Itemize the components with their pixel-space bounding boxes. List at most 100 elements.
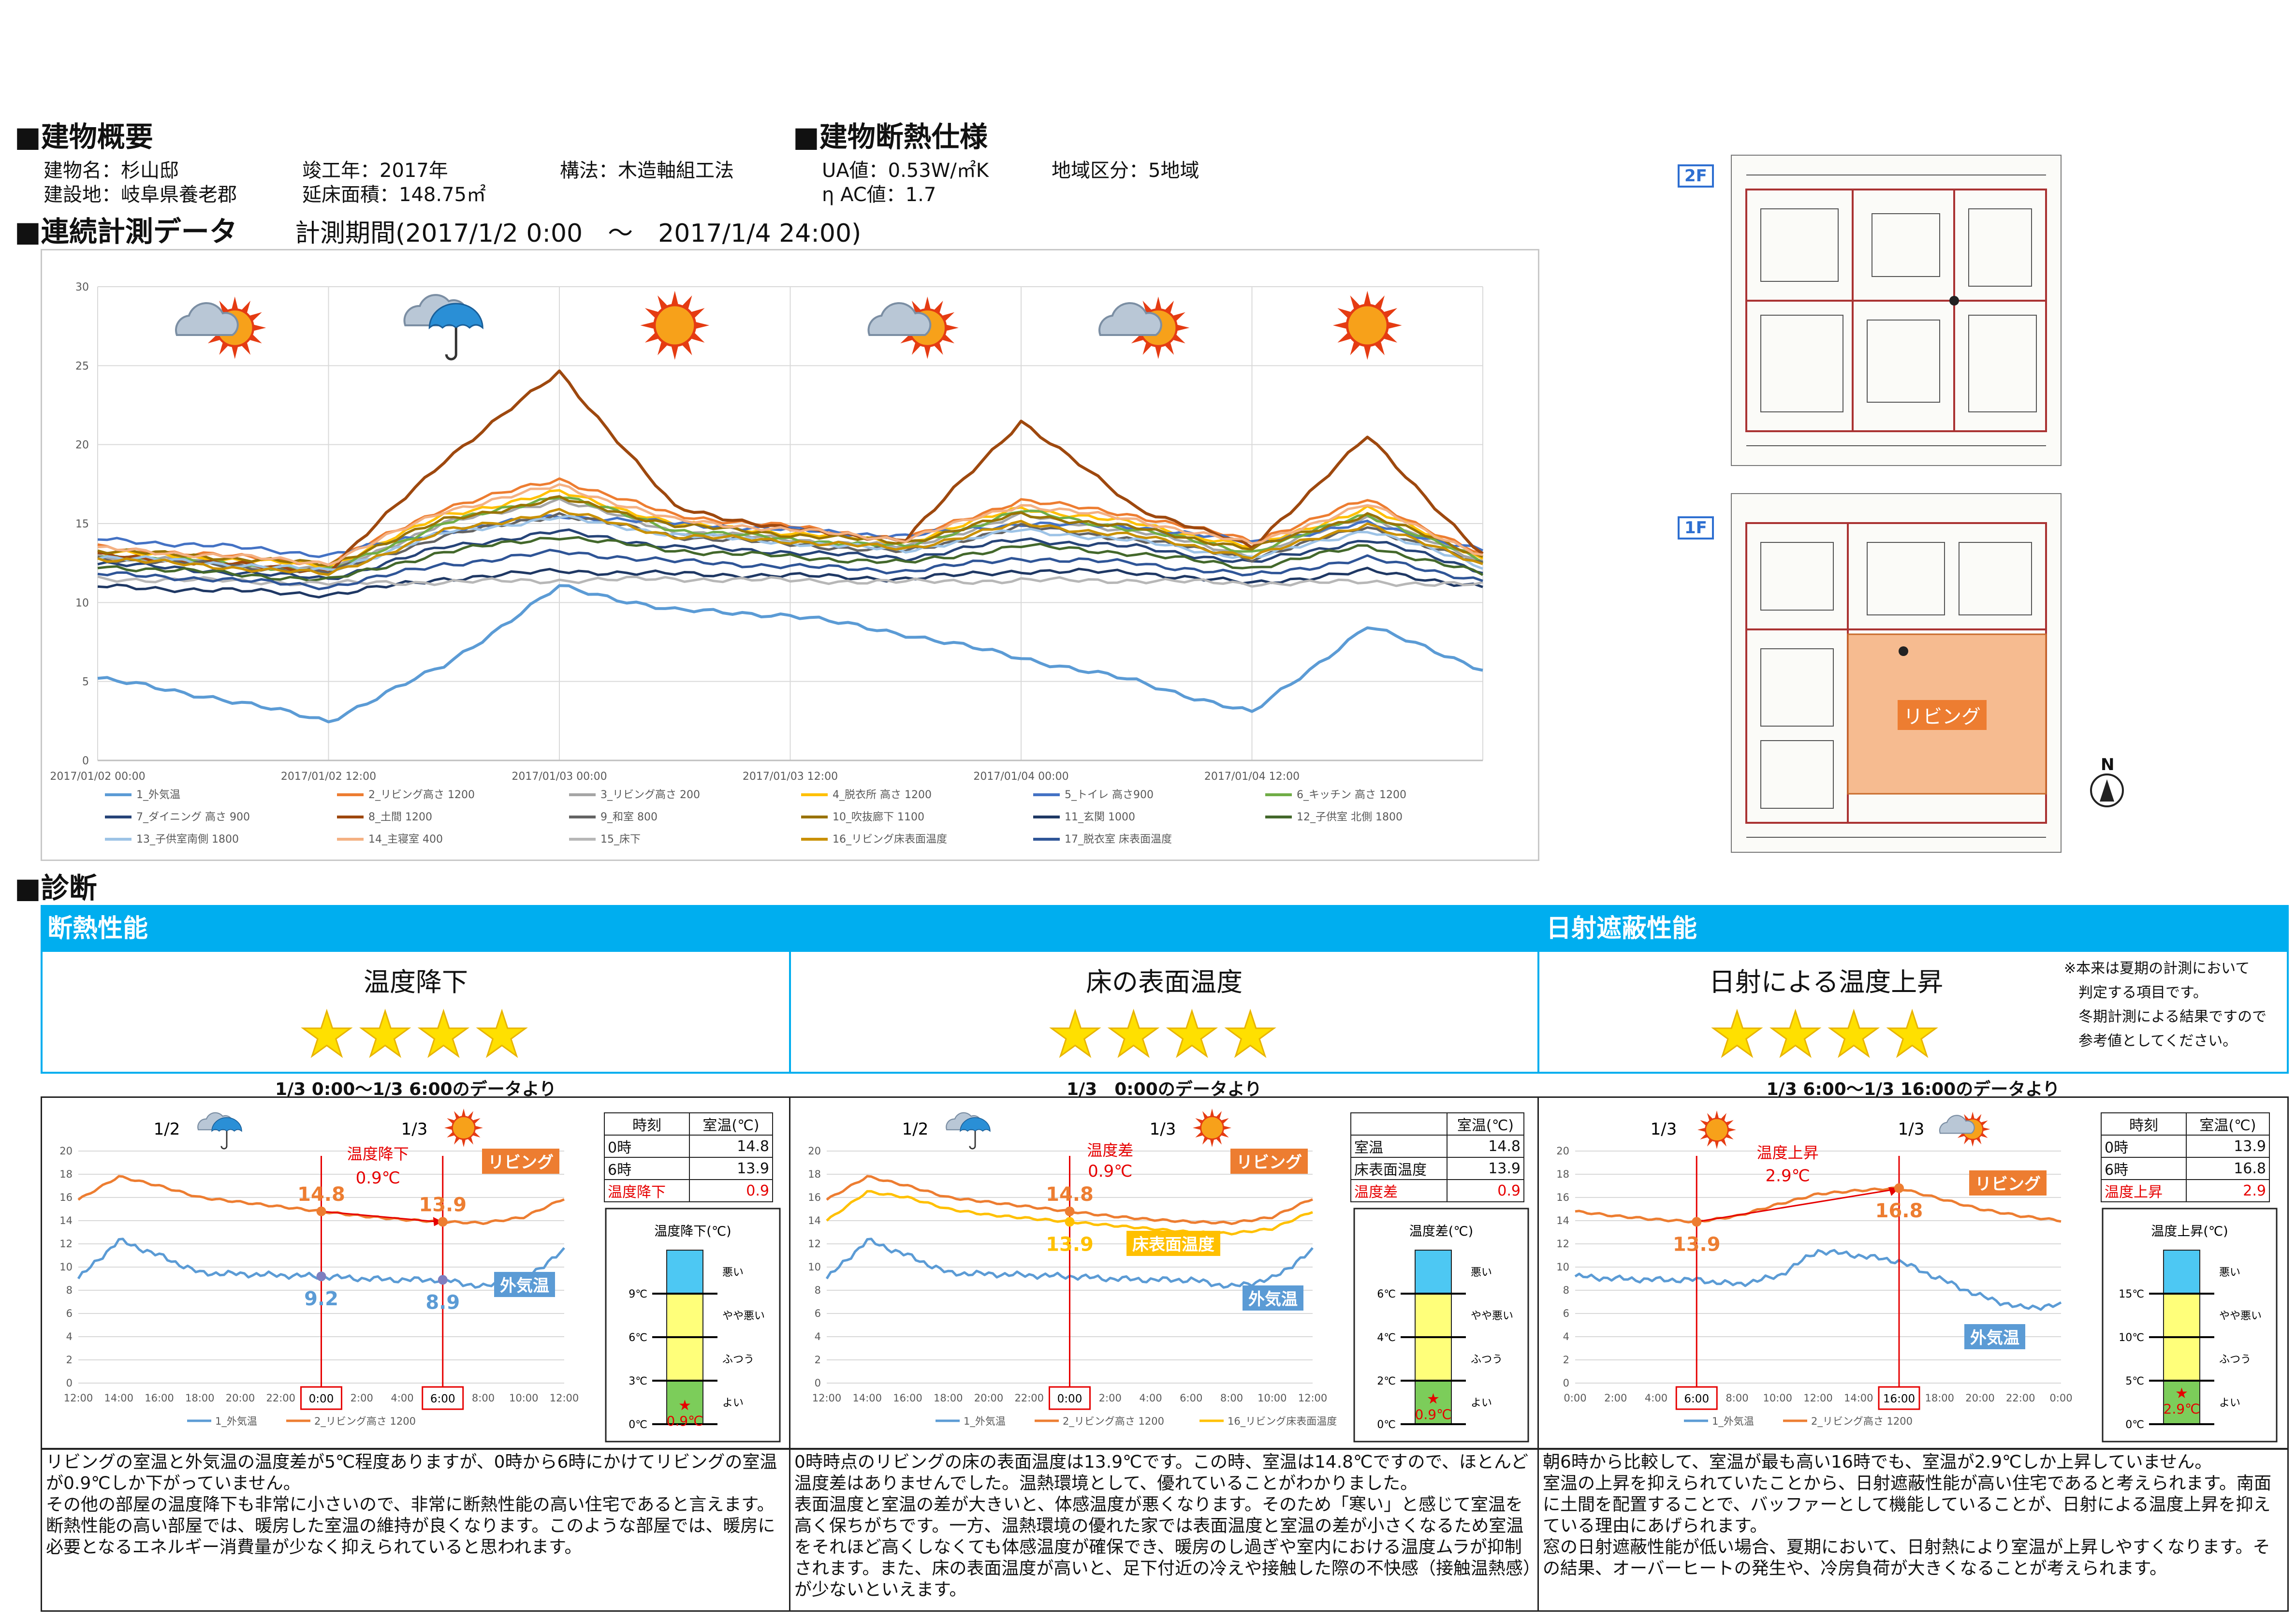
solar-rise-table: 時刻 室温(℃) 0時 13.9 6時 16.8 温度上昇 2.9 — [2101, 1112, 2270, 1202]
gauge-zone-label: やや悪い — [1471, 1310, 1513, 1322]
y-tick-label: 12 — [808, 1238, 821, 1250]
completion-year: 竣工年：2017年 — [302, 160, 448, 182]
y-tick-label: 16 — [808, 1192, 821, 1203]
ua-value: UA値：0.53W/㎡K — [822, 160, 989, 182]
x-tick-label: 2:00 — [1099, 1392, 1122, 1404]
x-tick-label: 6:00 — [1180, 1392, 1202, 1404]
comment-temperature-drop: リビングの室温と外気温の温度差が5℃程度ありますが、0時から6時にかけてリビング… — [41, 1448, 791, 1612]
measurement-period: 計測期間(2017/1/2 0:00 ～ 2017/1/4 24:00) — [295, 219, 862, 248]
legend-label: 5_トイレ 高さ900 — [1065, 789, 1154, 801]
x-tick-label: 2017/01/02 12:00 — [281, 771, 376, 783]
y-tick-label: 14 — [808, 1215, 821, 1226]
y-tick-label: 8 — [1563, 1284, 1569, 1296]
gauge-value-star: ★ — [2175, 1385, 2188, 1402]
x-tick-label: 18:00 — [1925, 1392, 1954, 1404]
x-tick-label: 20:00 — [1965, 1392, 1995, 1404]
y-tick-label: 2 — [815, 1354, 821, 1366]
legend-label: 7_ダイニング 高さ 900 — [136, 811, 250, 823]
x-tick-label: 4:00 — [391, 1392, 413, 1404]
y-tick-label: 20 — [808, 1145, 821, 1157]
legend-label: 16_リビング床表面温度 — [1228, 1415, 1337, 1428]
gauge-tick-label: 2℃ — [1377, 1375, 1396, 1387]
legend-label: 13_子供室南側 1800 — [136, 833, 239, 846]
gauge-zone — [667, 1294, 703, 1337]
x-tick-label: 14:00 — [852, 1392, 882, 1404]
y-tick-label: 0 — [82, 755, 89, 767]
umbrella-icon — [946, 1112, 991, 1150]
gauge-zone-label: ふつう — [2219, 1354, 2251, 1366]
drop-arrowhead — [433, 1217, 443, 1226]
region-class: 地域区分：5地域 — [1052, 160, 1199, 182]
legend-label: 14_主寝室 400 — [368, 833, 443, 846]
legend-label: 11_玄関 1000 — [1065, 811, 1135, 823]
gauge-zone — [667, 1337, 703, 1381]
series-line — [97, 483, 1483, 567]
cloud-sun-icon — [1939, 1111, 1990, 1147]
x-tick-label: 4:00 — [1645, 1392, 1667, 1404]
gauge-zone-label: 悪い — [1471, 1267, 1492, 1279]
point-marker — [316, 1206, 326, 1216]
star-rating-icon: ★★★★ — [298, 999, 533, 1071]
y-tick-label: 18 — [808, 1168, 821, 1180]
day-label: 1/3 — [401, 1120, 428, 1139]
value-label: 14.8 — [297, 1183, 345, 1206]
y-tick-label: 2 — [1563, 1354, 1569, 1366]
value-label: 13.9 — [1046, 1233, 1094, 1255]
structure-type: 構法：木造軸組工法 — [560, 160, 734, 182]
series-line — [97, 508, 1483, 576]
building-location: 建設地：岐阜県養老郡 — [44, 184, 237, 206]
value-label: 9.2 — [304, 1288, 338, 1310]
x-tick-label: 14:00 — [104, 1392, 133, 1404]
x-tick-label: 14:00 — [1844, 1392, 1873, 1404]
cloud-sun-icon — [1098, 296, 1190, 359]
x-tick-label: 12:00 — [64, 1392, 93, 1404]
series-tag-label: 外気温 — [500, 1276, 549, 1296]
y-tick-label: 18 — [1556, 1168, 1569, 1180]
gauge-zone-label: ふつう — [1471, 1354, 1503, 1366]
rating-temperature-drop: 温度降下 ★★★★ — [41, 950, 791, 1074]
point-marker — [438, 1275, 448, 1285]
series-tag — [1969, 1170, 2047, 1196]
legend-label: 1_外気温 — [215, 1415, 257, 1428]
point-marker — [1065, 1206, 1075, 1216]
value-label: 13.9 — [419, 1194, 467, 1216]
gauge-tick-label: 4℃ — [1377, 1332, 1396, 1344]
y-tick-label: 25 — [75, 360, 89, 372]
x-tick-label: 18:00 — [934, 1392, 963, 1404]
legend-label: 17_脱衣室 床表面温度 — [1065, 833, 1172, 846]
y-tick-label: 16 — [59, 1192, 73, 1203]
sun-icon — [444, 1109, 483, 1147]
y-tick-label: 20 — [1556, 1145, 1569, 1157]
x-tick-label: 4:00 — [1139, 1392, 1162, 1404]
y-tick-label: 0 — [815, 1377, 821, 1389]
legend-label: 16_リビング床表面温度 — [833, 833, 947, 846]
gauge-zone-label: やや悪い — [722, 1310, 765, 1322]
time-marker-label: 0:00 — [309, 1393, 334, 1405]
x-tick-label: 10:00 — [1258, 1392, 1287, 1404]
x-tick-label: 12:00 — [550, 1392, 579, 1404]
gauge-tick-label: 10℃ — [2119, 1332, 2144, 1344]
y-tick-label: 5 — [82, 676, 89, 688]
time-marker-box — [1878, 1386, 1920, 1410]
gauge-zone — [2164, 1294, 2200, 1337]
solar-shading-header: 日射遮蔽性能 — [1539, 905, 2289, 952]
series-tag-label: 床表面温度 — [1132, 1235, 1214, 1254]
y-tick-label: 10 — [1556, 1261, 1569, 1273]
gauge-value-label: 2.9℃ — [2164, 1401, 2200, 1417]
time-marker-box — [422, 1386, 464, 1410]
y-tick-label: 4 — [1563, 1331, 1569, 1342]
gauge-value-star: ★ — [678, 1397, 691, 1414]
floorplan-1f — [1731, 493, 2062, 853]
x-tick-label: 10:00 — [1763, 1392, 1792, 1404]
x-tick-label: 2017/01/04 12:00 — [1204, 771, 1300, 783]
y-tick-label: 18 — [59, 1168, 73, 1180]
cloud-sun-icon — [867, 296, 959, 359]
point-marker — [1065, 1217, 1075, 1227]
floor-surface-table: 室温(℃) 室温 14.8 床表面温度 13.9 温度差 0.9 — [1350, 1112, 1525, 1202]
rating-floor-surface-temp: 床の表面温度 ★★★★ — [789, 950, 1539, 1074]
gauge-zone-label: よい — [2219, 1397, 2240, 1409]
gauge-zone — [2164, 1381, 2200, 1424]
legend-label: 12_子供室 北側 1800 — [1297, 811, 1403, 823]
y-tick-label: 14 — [1556, 1215, 1569, 1226]
